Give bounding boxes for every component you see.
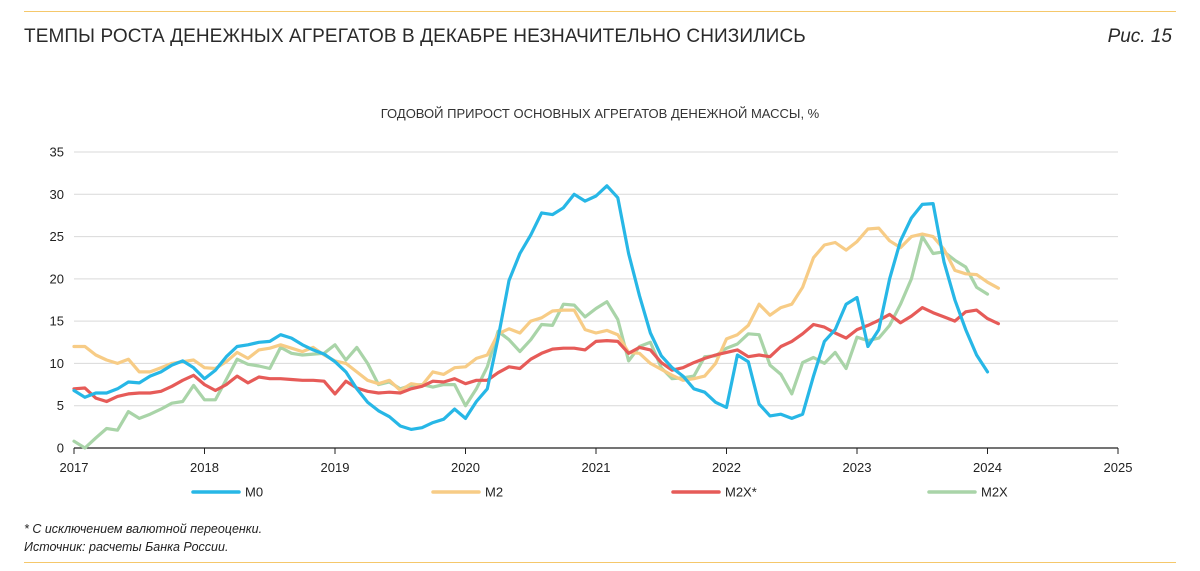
series-lines	[72, 184, 1001, 450]
chart-title: ГОДОВОЙ ПРИРОСТ ОСНОВНЫХ АГРЕГАТОВ ДЕНЕЖ…	[380, 106, 820, 121]
x-tick-label: 2024	[973, 460, 1002, 475]
legend-label: M0	[245, 485, 263, 500]
x-tick-label: 2018	[190, 460, 219, 475]
y-tick-label: 5	[57, 398, 64, 413]
y-tick-label: 0	[57, 441, 64, 456]
grid-lines	[74, 151, 1118, 407]
legend: M0 M2 M2X* M2X	[191, 485, 1008, 500]
top-rule	[24, 11, 1176, 12]
legend-item-m2: M2	[431, 485, 503, 500]
legend-label: M2X	[981, 485, 1008, 500]
x-tick-label: 2023	[843, 460, 872, 475]
y-tick-label: 15	[50, 314, 64, 329]
x-tick-label: 2022	[712, 460, 741, 475]
legend-label: M2X*	[725, 485, 757, 500]
page-title: ТЕМПЫ РОСТА ДЕНЕЖНЫХ АГРЕГАТОВ В ДЕКАБРЕ…	[24, 26, 806, 47]
x-tick-label: 2017	[60, 460, 89, 475]
axes	[73, 447, 1119, 454]
x-tick-label: 2021	[582, 460, 611, 475]
y-tick-label: 20	[50, 271, 64, 286]
legend-item-m0: M0	[191, 485, 263, 500]
legend-item-m2x-star: M2X*	[671, 485, 757, 500]
x-tick-label: 2020	[451, 460, 480, 475]
legend-label: M2	[485, 485, 503, 500]
series-line-m2x-star	[72, 306, 1001, 404]
figure-number: Рис. 15	[1107, 26, 1172, 47]
footnote: * С исключением валютной переоценки.	[24, 522, 263, 536]
y-tick-labels: 0 5 10 15 20 25 30 35	[50, 145, 64, 456]
y-tick-label: 35	[50, 145, 64, 160]
y-tick-label: 25	[50, 229, 64, 244]
legend-item-m2x: M2X	[927, 485, 1008, 500]
source-note: Источник: расчеты Банка России.	[24, 540, 229, 554]
series-line-m2x	[72, 235, 990, 450]
notes: * С исключением валютной переоценки. Ист…	[24, 520, 262, 556]
y-tick-label: 30	[50, 187, 64, 202]
x-tick-label: 2025	[1104, 460, 1133, 475]
x-tick-label: 2019	[321, 460, 350, 475]
bottom-rule	[24, 562, 1176, 563]
series-line-m0	[72, 184, 990, 431]
y-tick-label: 10	[50, 356, 64, 371]
x-tick-labels: 2017 2018 2019 2020 2021 2022 2023 2024 2025	[60, 460, 1133, 475]
series-line-m2	[72, 226, 1001, 393]
